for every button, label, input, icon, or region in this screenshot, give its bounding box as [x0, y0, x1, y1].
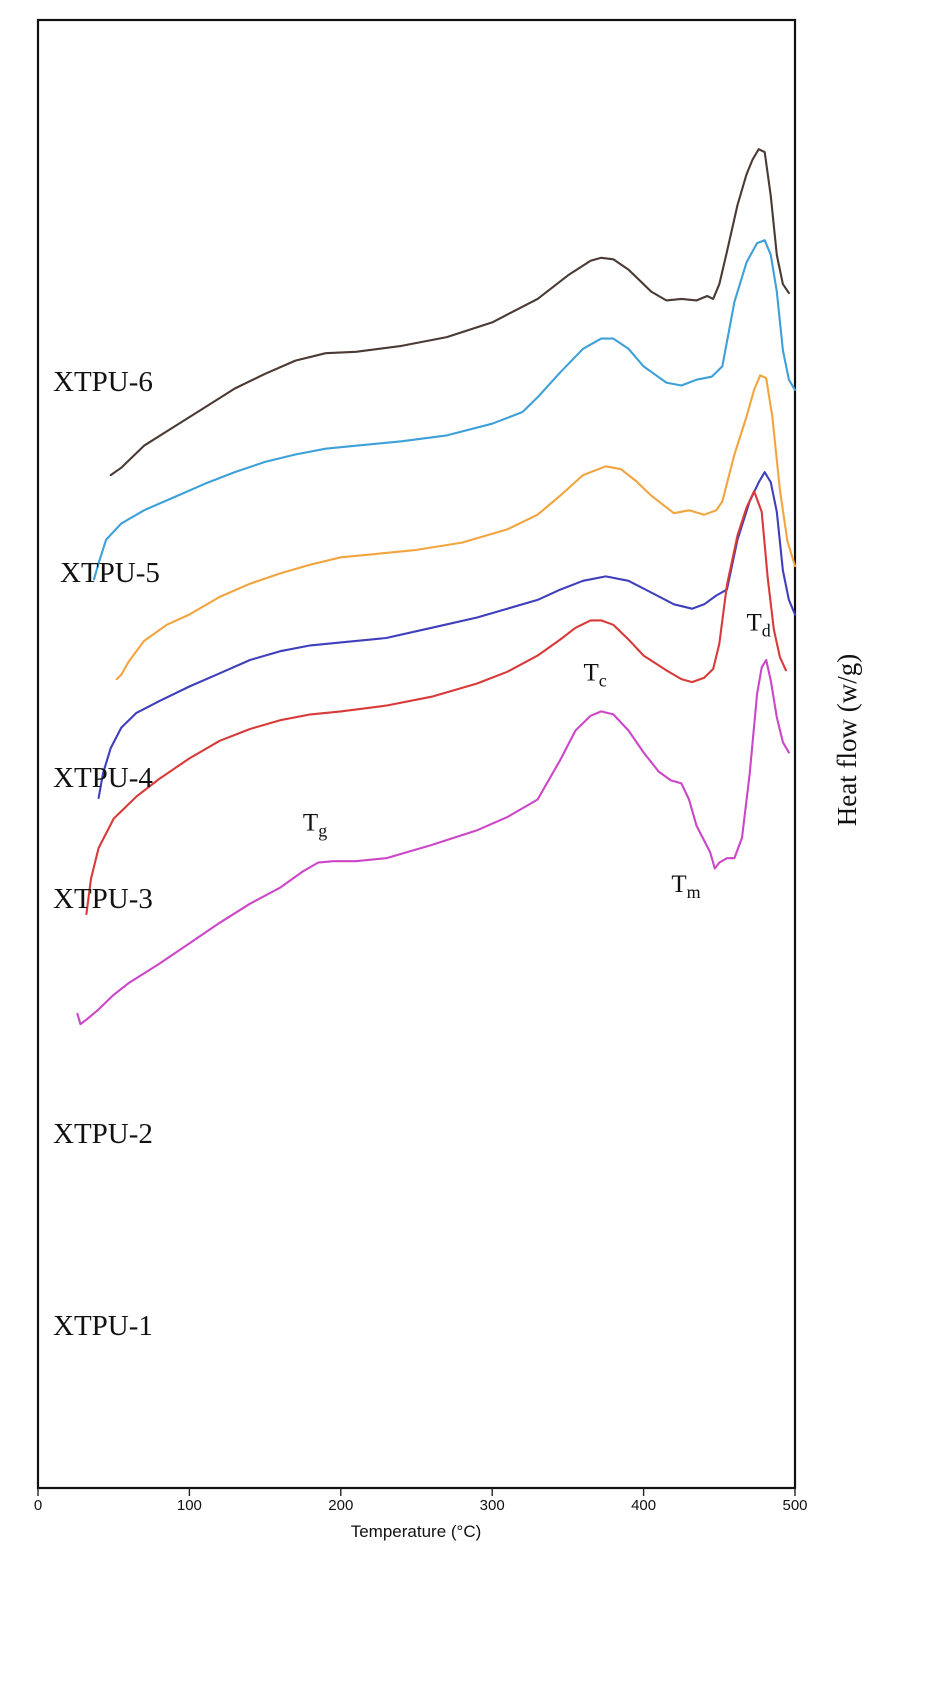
series-line-xtpu-4 [115, 374, 797, 681]
x-axis-title: Temperature (°C) [351, 1522, 482, 1541]
series-line-xtpu-6 [109, 148, 790, 477]
x-tick-label-200: 200 [328, 1497, 353, 1514]
series-label-xtpu-3: XTPU-3 [53, 883, 153, 915]
series-label-xtpu-4: XTPU-4 [53, 762, 153, 794]
x-tick-label-400: 400 [631, 1497, 656, 1514]
series-line-xtpu-1 [76, 658, 790, 1026]
series-line-xtpu-2 [85, 490, 787, 916]
series-label-xtpu-5: XTPU-5 [60, 557, 160, 589]
series-line-xtpu-3 [97, 471, 797, 800]
x-axis-ticks: 0 100 200 300 400 500 [34, 1488, 808, 1514]
x-tick-label-300: 300 [480, 1497, 505, 1514]
series-label-xtpu-6: XTPU-6 [53, 366, 153, 398]
x-tick-label-0: 0 [34, 1497, 42, 1514]
x-tick-label-500: 500 [782, 1497, 807, 1514]
annotation-td: Td [747, 610, 771, 641]
series-line-xtpu-5 [92, 239, 797, 581]
series-group [76, 148, 797, 1026]
series-label-xtpu-1: XTPU-1 [53, 1310, 153, 1342]
annotation-group: Tg Tc Tm Td [303, 610, 771, 902]
annotation-tm: Tm [671, 871, 700, 902]
annotation-tg: Tg [303, 809, 327, 840]
y-axis-title: Heat flow (w/g) [832, 654, 862, 826]
annotation-tc: Tc [584, 660, 607, 691]
series-label-xtpu-2: XTPU-2 [53, 1118, 153, 1150]
plot-frame [36, 18, 797, 1490]
x-tick-label-100: 100 [177, 1497, 202, 1514]
